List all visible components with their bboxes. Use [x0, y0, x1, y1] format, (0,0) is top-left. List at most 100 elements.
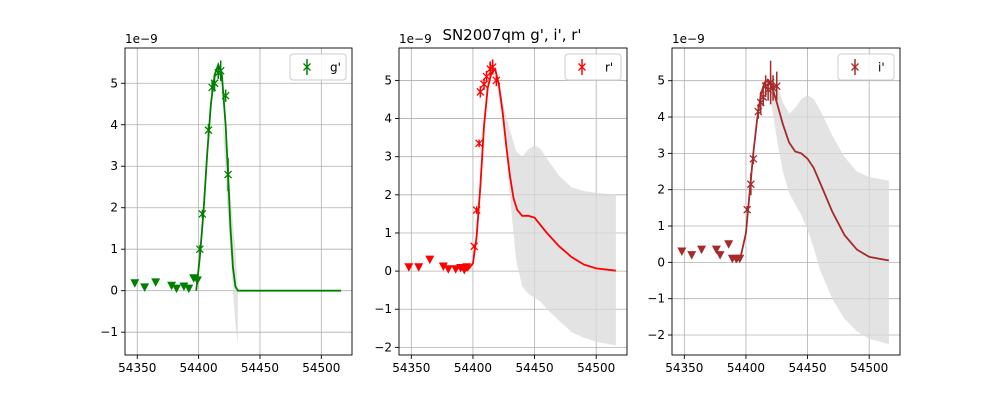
- detection-marker: [198, 209, 207, 218]
- legend-marker: [851, 63, 859, 71]
- legend-label: r': [605, 61, 613, 75]
- detection-marker: [492, 76, 501, 85]
- detection-marker: [482, 72, 491, 81]
- model-curve: [466, 67, 617, 272]
- y-tick-label: 0: [657, 255, 665, 269]
- detection-marker: [743, 205, 752, 214]
- y-tick-label: 0: [110, 284, 118, 298]
- x-tick-label: 54450: [788, 361, 826, 375]
- y-tick-label: 5: [657, 74, 665, 88]
- upper-limit-marker: [711, 245, 721, 255]
- detection-marker: [221, 91, 230, 100]
- detection-marker: [204, 126, 213, 135]
- y-exponent-label: 1e−9: [399, 32, 432, 46]
- y-tick-label: 2: [384, 188, 392, 202]
- axes-frame: [671, 47, 901, 356]
- y-exponent-label: 1e−9: [672, 32, 705, 46]
- y-tick-label: 1: [384, 226, 392, 240]
- detection-marker: [470, 242, 479, 251]
- upper-limit-marker: [414, 263, 424, 272]
- y-tick-label: 1: [110, 242, 118, 256]
- legend-label: i': [878, 61, 885, 75]
- uncertainty-band: [497, 76, 616, 346]
- detection-marker: [224, 170, 233, 179]
- y-exponent-label: 1e−9: [125, 32, 158, 46]
- upper-limit-marker: [724, 240, 734, 249]
- x-tick-label: 54350: [118, 361, 156, 375]
- y-tick-label: 4: [657, 110, 665, 124]
- detection-marker: [476, 87, 485, 96]
- y-tick-label: 3: [657, 146, 665, 160]
- upper-limit-marker: [140, 283, 150, 292]
- model-curve: [195, 61, 341, 292]
- x-tick-label: 54400: [180, 361, 218, 375]
- y-tick-label: 3: [384, 150, 392, 164]
- panel-i-band: 54350 54400 54450 54500 −2 −1 0 1 2 3 4 5 1e−9 i': [647, 32, 901, 375]
- y-tick-label: 4: [110, 118, 118, 132]
- upper-limit-marker: [443, 265, 453, 274]
- x-tick-label: 54450: [241, 361, 279, 375]
- model-curve: [735, 79, 890, 263]
- upper-limit-marker: [715, 251, 725, 260]
- upper-limit-marker: [167, 281, 177, 291]
- upper-limit-marker: [735, 254, 745, 264]
- y-tick-label: 0: [384, 264, 392, 278]
- upper-limit-marker: [677, 247, 687, 256]
- legend-box: [289, 53, 347, 81]
- x-tick-label: 54350: [392, 361, 430, 375]
- figure-title: SN2007qm g', i', r': [442, 26, 581, 44]
- legend-box: [837, 53, 895, 81]
- upper-limit-marker: [687, 251, 697, 260]
- legend-label: g': [330, 61, 341, 75]
- uncertainty-band: [770, 73, 889, 345]
- plot-area: [130, 60, 341, 345]
- y-tick-label: −2: [374, 340, 392, 354]
- x-tick-label: 54450: [515, 361, 553, 375]
- panel-g-band: 54350 54400 54450 54500 −1 0 1 2 3 4 5 1e−9 g': [100, 32, 353, 375]
- upper-limit-marker: [438, 262, 448, 272]
- y-tick-label: −2: [647, 328, 665, 342]
- plot-area: [677, 60, 890, 345]
- legend-box: [564, 53, 622, 81]
- legend-marker: [578, 63, 586, 71]
- y-tick-label: 3: [110, 159, 118, 173]
- y-tick-label: −1: [374, 302, 392, 316]
- x-tick-label: 54400: [454, 361, 492, 375]
- upper-limit-marker: [184, 284, 194, 294]
- y-tick-label: 5: [384, 73, 392, 87]
- upper-limit-marker: [192, 276, 202, 285]
- y-tick-label: 2: [657, 183, 665, 197]
- detection-marker: [472, 206, 481, 215]
- plot-area: [404, 59, 617, 346]
- x-tick-label: 54500: [850, 361, 888, 375]
- detection-marker: [746, 180, 755, 189]
- upper-limit-marker: [172, 284, 182, 294]
- upper-limit-marker: [130, 279, 140, 288]
- y-tick-label: 2: [110, 201, 118, 215]
- x-tick-label: 54500: [577, 361, 615, 375]
- axes-frame: [124, 47, 353, 356]
- legend-marker: [303, 63, 311, 71]
- detection-marker: [216, 66, 225, 75]
- y-tick-label: −1: [100, 325, 118, 339]
- upper-limit-marker: [151, 278, 161, 287]
- detection-marker: [772, 82, 781, 91]
- axes-frame: [398, 47, 628, 356]
- upper-limit-marker: [425, 255, 435, 265]
- x-tick-label: 54350: [665, 361, 703, 375]
- y-tick-label: 4: [384, 112, 392, 126]
- upper-limit-marker: [697, 245, 707, 255]
- x-tick-label: 54400: [727, 361, 765, 375]
- detection-marker: [195, 245, 204, 254]
- upper-limit-marker: [404, 263, 414, 272]
- detection-marker: [475, 139, 484, 148]
- upper-limit-marker: [462, 263, 472, 272]
- panel-r-band: 54350 54400 54450 54500 −2 −1 0 1 2 3 4 5 1e−9 r': [374, 32, 628, 375]
- y-tick-label: 5: [110, 76, 118, 90]
- x-tick-label: 54500: [302, 361, 340, 375]
- detection-marker: [488, 63, 497, 72]
- y-tick-label: 1: [657, 219, 665, 233]
- detection-marker: [210, 79, 219, 88]
